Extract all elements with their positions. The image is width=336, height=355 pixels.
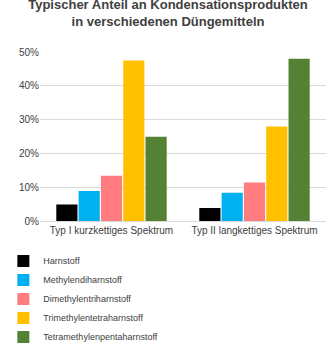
svg-text:50%: 50%	[19, 47, 39, 58]
svg-text:0%: 0%	[25, 216, 40, 227]
svg-text:Typ II langkettiges Spektrum: Typ II langkettiges Spektrum	[191, 225, 317, 236]
svg-text:10%: 10%	[19, 182, 39, 193]
svg-text:40%: 40%	[19, 80, 39, 91]
svg-text:30%: 30%	[19, 114, 39, 125]
svg-text:Typ I kurzkettiges Spektrum: Typ I kurzkettiges Spektrum	[50, 225, 173, 236]
svg-text:Typischer Anteil an Kondensati: Typischer Anteil an Kondensationsprodukt…	[28, 0, 308, 29]
svg-text:Methylendiharnstoff: Methylendiharnstoff	[43, 275, 122, 285]
svg-text:20%: 20%	[19, 148, 39, 159]
svg-text:Trimethylentetraharnstoff: Trimethylentetraharnstoff	[43, 313, 143, 323]
svg-text:Tetramethylenpentaharnstoff: Tetramethylenpentaharnstoff	[43, 332, 157, 342]
svg-text:Harnstoff: Harnstoff	[43, 256, 80, 266]
svg-text:Dimethylentriharnstoff: Dimethylentriharnstoff	[43, 294, 131, 304]
